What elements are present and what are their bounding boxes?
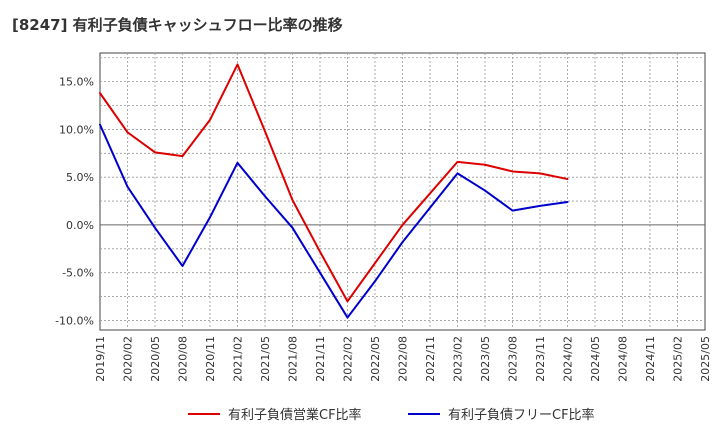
x-tick-label: 2020/08 xyxy=(177,336,190,382)
y-tick-label: 0.0% xyxy=(66,219,94,232)
x-tick-label: 2021/08 xyxy=(287,336,300,382)
legend-label-2: 有利子負債フリーCF比率 xyxy=(448,407,595,423)
y-tick-label: 10.0% xyxy=(59,123,94,136)
y-tick-label: -10.0% xyxy=(55,314,94,327)
x-tick-label: 2021/05 xyxy=(259,336,272,382)
x-tick-label: 2023/08 xyxy=(507,336,520,382)
grid-layer xyxy=(100,53,705,330)
x-tick-label: 2022/05 xyxy=(369,336,382,382)
y-tick-label: 15.0% xyxy=(59,76,94,89)
x-tick-label: 2019/11 xyxy=(94,336,107,382)
plot-area xyxy=(99,52,706,331)
x-tick-label: 2024/11 xyxy=(644,336,657,382)
x-tick-label: 2024/02 xyxy=(562,336,575,382)
series-layer xyxy=(99,63,569,319)
series-line-2 xyxy=(99,123,569,319)
x-tick-label: 2024/08 xyxy=(617,336,630,382)
x-tick-label: 2021/11 xyxy=(314,336,327,382)
x-tick-label: 2020/05 xyxy=(149,336,162,382)
x-tick-label: 2023/02 xyxy=(452,336,465,382)
x-tick-label: 2023/11 xyxy=(534,336,547,382)
y-tick-label: -5.0% xyxy=(62,267,94,280)
x-tick-label: 2020/02 xyxy=(122,336,135,382)
x-tick-label: 2022/08 xyxy=(397,336,410,382)
x-tick-label: 2023/05 xyxy=(479,336,492,382)
x-tick-label: 2025/05 xyxy=(699,336,712,382)
x-tick-label: 2020/11 xyxy=(204,336,217,382)
x-tick-label: 2025/02 xyxy=(672,336,685,382)
axis-layer: -10.0% -5.0% 0.0% 5.0% 10.0% 15.0% 2019/11 2020… xyxy=(55,76,712,382)
x-tick-label: 2024/05 xyxy=(589,336,602,382)
x-tick-label: 2022/02 xyxy=(342,336,355,382)
legend: 有利子負債営業CF比率 有利子負債フリーCF比率 xyxy=(188,407,595,423)
y-tick-label: 5.0% xyxy=(66,171,94,184)
legend-label-1: 有利子負債営業CF比率 xyxy=(228,407,362,423)
series-line-1 xyxy=(99,63,569,303)
x-tick-label: 2022/11 xyxy=(424,336,437,382)
x-tick-label: 2021/02 xyxy=(232,336,245,382)
chart-title: [8247] 有利子負債キャッシュフロー比率の推移 xyxy=(12,16,343,34)
